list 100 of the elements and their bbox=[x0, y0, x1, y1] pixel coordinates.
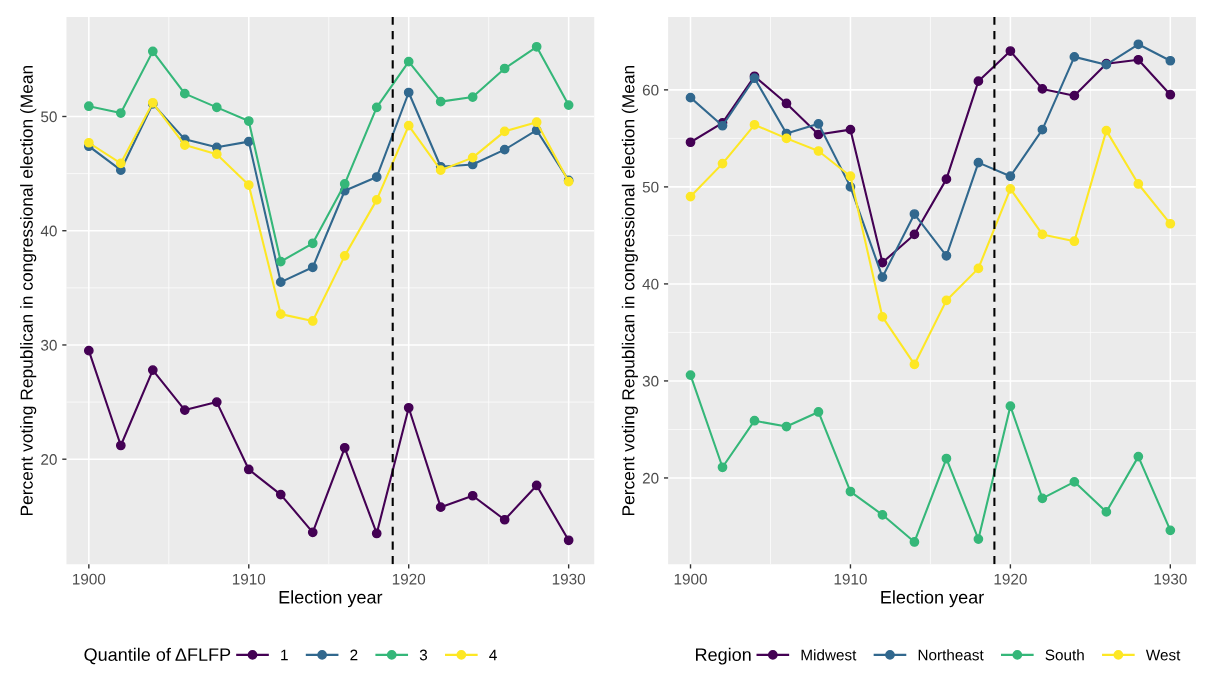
point bbox=[717, 462, 728, 473]
point bbox=[435, 165, 446, 176]
point bbox=[685, 191, 696, 202]
legend-label: South bbox=[1045, 649, 1084, 661]
point bbox=[531, 480, 542, 491]
point bbox=[307, 527, 318, 538]
point bbox=[1165, 218, 1176, 229]
point bbox=[1037, 229, 1048, 240]
x-tick-label: 1920 bbox=[994, 573, 1027, 585]
point bbox=[973, 263, 984, 274]
y-tick-label: 40 bbox=[642, 278, 659, 290]
point bbox=[909, 229, 920, 240]
point bbox=[403, 120, 414, 131]
point bbox=[909, 537, 920, 547]
y-tick-label: 30 bbox=[642, 375, 659, 387]
point bbox=[973, 534, 984, 544]
point bbox=[531, 117, 542, 128]
point bbox=[243, 136, 254, 147]
point bbox=[909, 209, 920, 219]
point bbox=[941, 250, 952, 261]
x-tick-label: 1930 bbox=[1154, 573, 1187, 585]
y-axis-title: Percent voting Republican in congressional election (Mean bbox=[621, 65, 638, 516]
legend-label: Northeast bbox=[918, 649, 984, 661]
point bbox=[339, 179, 350, 189]
y-tick-label: 50 bbox=[642, 181, 659, 193]
point bbox=[275, 309, 286, 319]
point bbox=[467, 152, 478, 163]
point bbox=[499, 63, 510, 74]
legend-title: Quantile of ΔFLFP bbox=[84, 647, 231, 665]
point bbox=[339, 442, 350, 453]
point bbox=[147, 46, 158, 57]
point bbox=[1165, 525, 1176, 536]
x-tick-label: 1920 bbox=[392, 573, 426, 585]
point bbox=[1037, 84, 1048, 94]
point bbox=[83, 345, 94, 356]
point bbox=[403, 56, 414, 67]
point bbox=[531, 41, 542, 52]
legend-label: Midwest bbox=[801, 649, 857, 661]
point bbox=[973, 76, 984, 86]
x-tick-label: 1930 bbox=[552, 573, 586, 585]
legend-label: 3 bbox=[419, 649, 428, 661]
point bbox=[275, 489, 286, 500]
point bbox=[1165, 55, 1176, 66]
point bbox=[275, 277, 286, 287]
point bbox=[467, 490, 478, 501]
point bbox=[781, 421, 792, 432]
point bbox=[499, 126, 510, 137]
point bbox=[1069, 476, 1080, 487]
point bbox=[1133, 39, 1144, 50]
point bbox=[339, 250, 350, 261]
point bbox=[1037, 493, 1048, 504]
point bbox=[403, 87, 414, 98]
point bbox=[1133, 179, 1144, 189]
point bbox=[435, 502, 446, 513]
point bbox=[877, 312, 888, 322]
point bbox=[115, 158, 126, 169]
x-tick-label: 1910 bbox=[232, 573, 266, 585]
point bbox=[1133, 451, 1144, 462]
point bbox=[275, 256, 286, 267]
x-tick-label: 1900 bbox=[73, 573, 106, 585]
legend-title: Region bbox=[696, 647, 751, 665]
point bbox=[813, 118, 824, 129]
point bbox=[179, 405, 190, 415]
point bbox=[1133, 54, 1144, 65]
x-tick-label: 1910 bbox=[834, 573, 867, 585]
point bbox=[845, 124, 856, 135]
point bbox=[211, 149, 222, 160]
point bbox=[1069, 90, 1080, 101]
point bbox=[211, 102, 222, 113]
point bbox=[243, 116, 254, 126]
y-tick-label: 30 bbox=[41, 339, 57, 351]
x-axis-title: Election year bbox=[881, 590, 984, 608]
point bbox=[179, 88, 190, 99]
point bbox=[845, 486, 856, 497]
legend-label: West bbox=[1145, 649, 1181, 661]
point bbox=[941, 174, 952, 184]
point bbox=[115, 440, 126, 451]
point bbox=[973, 157, 984, 168]
point bbox=[909, 359, 920, 370]
point bbox=[1069, 236, 1080, 247]
point bbox=[435, 96, 446, 107]
point bbox=[1069, 52, 1080, 62]
point bbox=[941, 453, 952, 464]
y-axis-title: Percent voting Republican in congressional election (Mean bbox=[20, 65, 37, 516]
point bbox=[685, 92, 696, 103]
point bbox=[307, 238, 318, 249]
point bbox=[243, 180, 254, 190]
point bbox=[877, 509, 888, 520]
x-tick-label: 1900 bbox=[674, 573, 707, 585]
point bbox=[179, 140, 190, 150]
point bbox=[83, 137, 94, 148]
point bbox=[749, 119, 760, 130]
point bbox=[877, 257, 888, 268]
y-tick-label: 40 bbox=[40, 225, 57, 237]
point bbox=[211, 397, 222, 407]
point bbox=[941, 295, 952, 306]
x-axis-title: Election year bbox=[279, 590, 383, 608]
legend-label: 2 bbox=[350, 649, 358, 661]
point bbox=[115, 108, 126, 118]
point bbox=[1165, 89, 1176, 100]
